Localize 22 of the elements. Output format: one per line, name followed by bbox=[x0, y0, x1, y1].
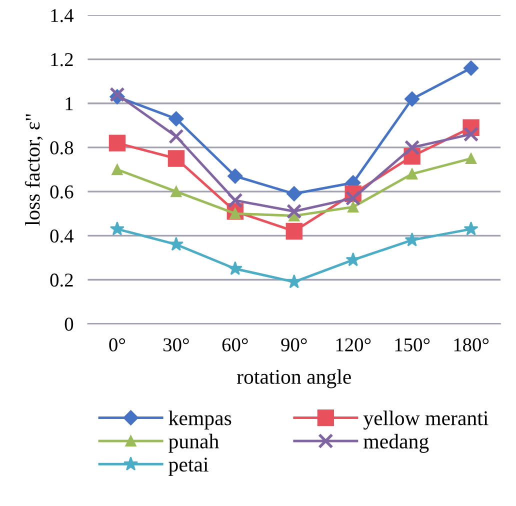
y-tick-label: 0.4 bbox=[50, 229, 74, 243]
y-tick-label: 1.4 bbox=[51, 9, 74, 22]
x-tick-label: 180° bbox=[454, 338, 489, 352]
x-tick-label: 60° bbox=[222, 338, 248, 352]
x-tick-label: 0° bbox=[109, 338, 126, 352]
x-axis-title: rotation angle bbox=[236, 369, 351, 388]
legend-label: yellow meranti bbox=[363, 410, 488, 430]
x-tick-label: 150° bbox=[395, 338, 430, 352]
x-tick-label: 90° bbox=[281, 338, 307, 352]
legend-label: medang bbox=[364, 434, 429, 453]
y-tick-label: 0 bbox=[64, 318, 74, 331]
y-tick-label: 1.2 bbox=[51, 53, 73, 66]
y-tick-label: 0.8 bbox=[50, 141, 74, 154]
y-axis-title: loss factor, ε" bbox=[24, 114, 43, 226]
y-tick-label: 0.6 bbox=[50, 185, 74, 199]
x-tick-label: 30° bbox=[163, 338, 189, 352]
y-tick-label: 0.2 bbox=[50, 274, 73, 287]
y-tick-label: 1 bbox=[66, 97, 73, 110]
legend-label: petai bbox=[168, 458, 208, 476]
legend-label: punah bbox=[168, 434, 219, 453]
x-tick-label: 120° bbox=[336, 338, 371, 352]
legend-label: kempas bbox=[168, 410, 232, 430]
